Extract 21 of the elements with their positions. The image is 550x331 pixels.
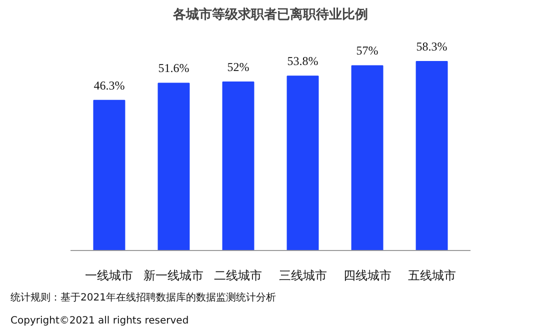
bar — [222, 81, 254, 250]
data-label: 53.8% — [287, 54, 318, 68]
data-label: 52% — [227, 60, 250, 74]
x-tick-label: 四线城市 — [343, 268, 392, 282]
data-label: 57% — [356, 44, 378, 58]
data-label: 51.6% — [158, 61, 190, 76]
x-tick-label: 五线城市 — [408, 268, 456, 282]
bar — [158, 82, 190, 250]
bar — [93, 100, 126, 250]
bar — [286, 76, 319, 250]
data-label: 46.3% — [94, 78, 125, 92]
text: 统计规则：基于2021年在线招聘数据库的数据监测统计分析 — [10, 292, 276, 304]
x-tick-label: 二线城市 — [214, 268, 262, 282]
data-label: 58.3% — [416, 40, 448, 54]
x-tick-label: 新一线城市 — [144, 268, 204, 282]
bar — [416, 61, 448, 250]
x-tick-label: 三线城市 — [278, 268, 327, 282]
text: Copyright©2021 all rights reserved — [10, 316, 189, 326]
bar — [351, 65, 384, 250]
chart-title: 各城市等级求职者已离职待业比例 — [172, 6, 368, 22]
x-tick-label: 一线城市 — [85, 268, 134, 282]
